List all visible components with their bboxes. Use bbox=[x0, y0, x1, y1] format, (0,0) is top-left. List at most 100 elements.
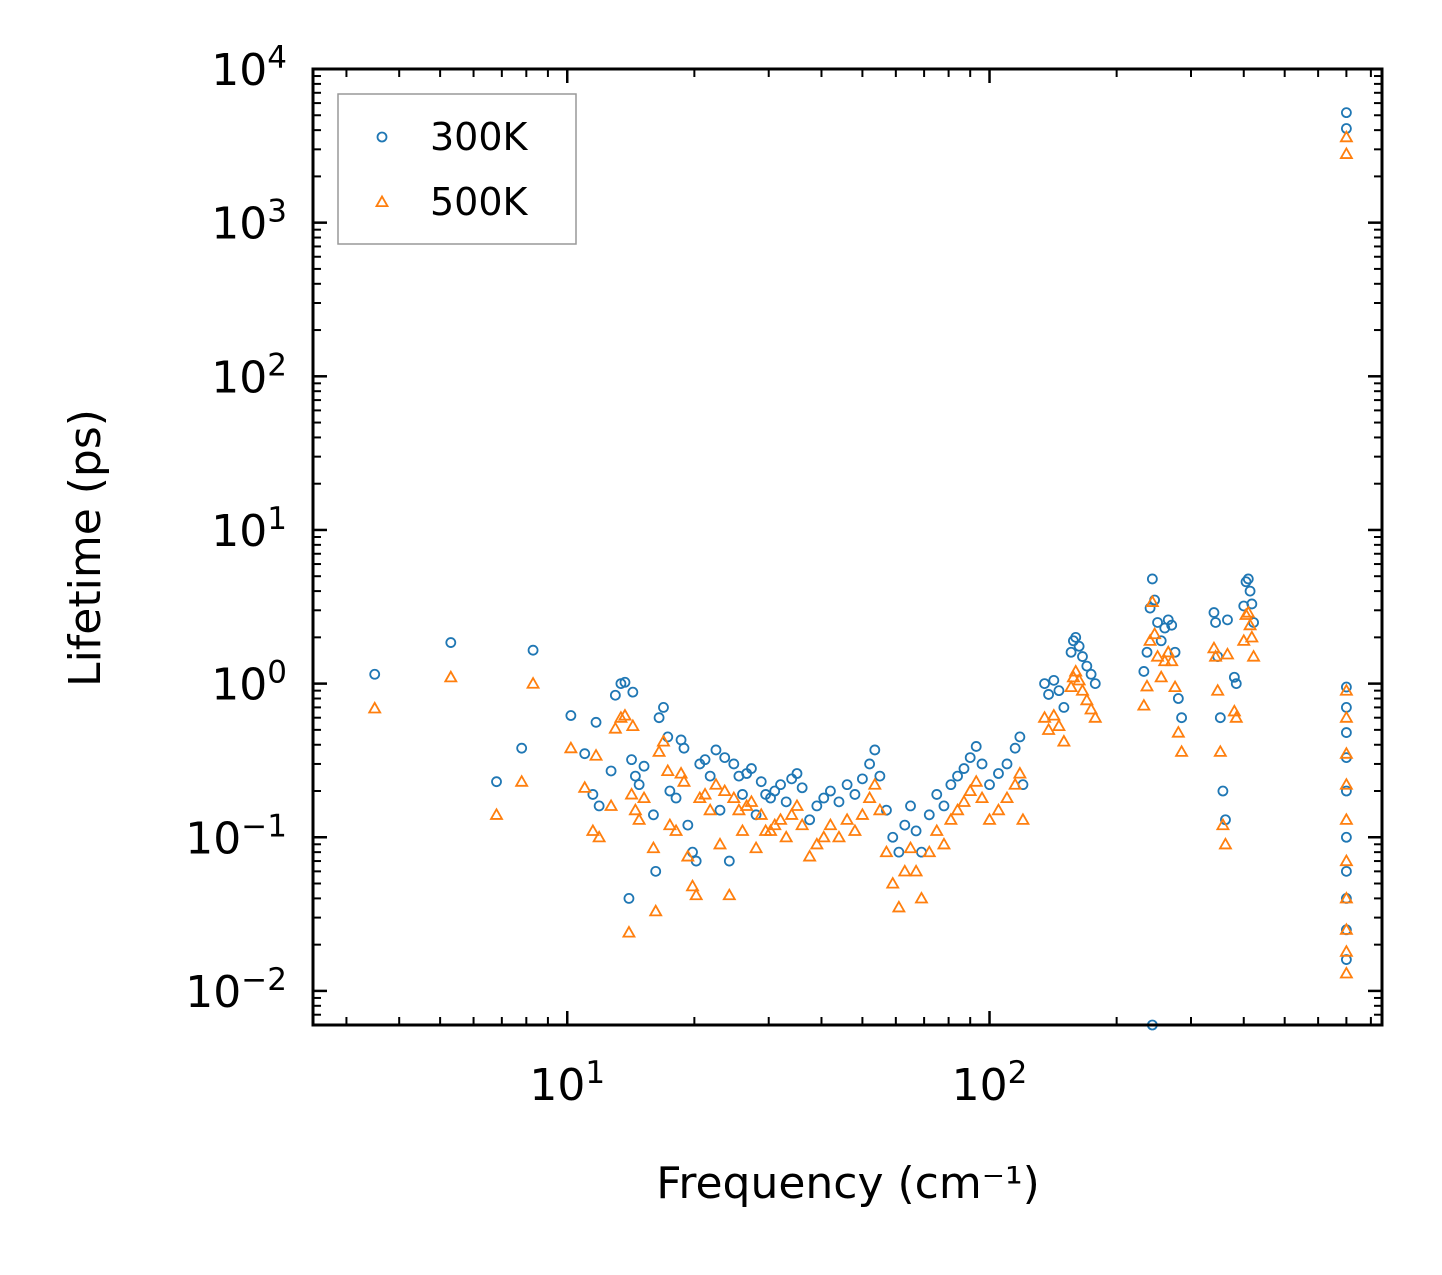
data-point bbox=[608, 721, 623, 734]
y-tick-label: 103 bbox=[211, 194, 287, 250]
data-point bbox=[1043, 689, 1054, 700]
data-point bbox=[1340, 107, 1352, 119]
data-point bbox=[1157, 653, 1172, 667]
data-point bbox=[775, 779, 786, 791]
data-point bbox=[891, 900, 906, 913]
data-point bbox=[1340, 865, 1352, 877]
data-point bbox=[1208, 649, 1223, 662]
data-point bbox=[1147, 626, 1162, 640]
data-point bbox=[648, 903, 663, 917]
data-point bbox=[619, 676, 631, 688]
data-point bbox=[682, 819, 694, 831]
data-point bbox=[719, 752, 731, 763]
data-point bbox=[879, 844, 894, 858]
data-point bbox=[1339, 812, 1354, 825]
data-point bbox=[795, 817, 810, 831]
data-point bbox=[749, 840, 764, 854]
data-point bbox=[704, 770, 716, 782]
data-point bbox=[1079, 692, 1094, 706]
data-point bbox=[628, 802, 643, 816]
data-point bbox=[613, 710, 628, 723]
data-point bbox=[1089, 678, 1101, 690]
data-point bbox=[931, 789, 943, 800]
y-tick-label: 10−2 bbox=[185, 962, 287, 1018]
data-point bbox=[1037, 710, 1052, 723]
data-point bbox=[974, 790, 990, 804]
data-point bbox=[367, 701, 382, 714]
data-point bbox=[678, 742, 690, 754]
data-point bbox=[617, 708, 633, 721]
data-point bbox=[899, 819, 911, 831]
data-point bbox=[577, 780, 592, 793]
data-point bbox=[660, 763, 675, 777]
data-point bbox=[872, 802, 887, 816]
data-point bbox=[1066, 669, 1081, 683]
data-point bbox=[1208, 607, 1220, 618]
data-point bbox=[726, 790, 741, 804]
legend-box bbox=[337, 93, 577, 245]
data-point bbox=[604, 798, 619, 811]
data-point bbox=[847, 823, 862, 836]
data-point bbox=[1012, 766, 1027, 779]
data-point bbox=[1041, 722, 1056, 735]
data-point bbox=[1145, 594, 1160, 607]
data-point bbox=[1046, 708, 1061, 721]
data-point bbox=[1056, 734, 1071, 747]
data-point bbox=[1088, 710, 1103, 723]
data-point bbox=[648, 809, 659, 821]
data-point bbox=[491, 776, 502, 788]
data-point bbox=[1081, 660, 1093, 672]
data-point bbox=[1339, 853, 1354, 867]
data-point bbox=[1068, 664, 1083, 677]
data-point bbox=[1339, 922, 1354, 935]
data-point bbox=[593, 800, 605, 812]
data-point bbox=[723, 855, 735, 867]
y-tick-label: 104 bbox=[211, 40, 287, 96]
data-point bbox=[1246, 649, 1261, 662]
data-point bbox=[1174, 744, 1189, 757]
legend-marker bbox=[374, 194, 390, 208]
data-point bbox=[816, 829, 831, 843]
data-point bbox=[869, 744, 881, 756]
data-point bbox=[943, 812, 958, 825]
data-point bbox=[1244, 630, 1259, 643]
data-point bbox=[699, 754, 711, 766]
data-point bbox=[369, 668, 381, 680]
data-point bbox=[1242, 573, 1254, 585]
data-point bbox=[712, 836, 728, 850]
data-point bbox=[1139, 679, 1155, 692]
data-point bbox=[1053, 685, 1065, 697]
data-point bbox=[849, 789, 861, 800]
data-point bbox=[590, 716, 602, 728]
data-point bbox=[1210, 617, 1221, 628]
data-point bbox=[735, 823, 750, 836]
data-point bbox=[811, 800, 823, 812]
data-point bbox=[1085, 668, 1097, 680]
data-point bbox=[1171, 725, 1186, 738]
data-point bbox=[746, 763, 757, 774]
data-point bbox=[976, 758, 988, 770]
tick-labels: 101 102 10−2 10−1 100 101 102 103 104 bbox=[185, 40, 1027, 1111]
data-point bbox=[653, 712, 665, 724]
data-point bbox=[625, 718, 640, 731]
data-point bbox=[857, 773, 868, 785]
data-point bbox=[1084, 702, 1099, 715]
data-point bbox=[1051, 718, 1066, 731]
data-point bbox=[818, 792, 830, 804]
x-axis-label: Frequency (cm⁻¹) bbox=[656, 1158, 1040, 1209]
data-point bbox=[587, 789, 599, 800]
data-point bbox=[737, 789, 748, 800]
data-point bbox=[592, 829, 607, 843]
data-point bbox=[673, 766, 689, 779]
data-point bbox=[656, 734, 671, 747]
series-500K bbox=[367, 129, 1354, 979]
data-point bbox=[1155, 635, 1167, 647]
data-point bbox=[680, 849, 695, 862]
data-point bbox=[754, 807, 769, 820]
data-point bbox=[885, 876, 900, 889]
data-point bbox=[1339, 966, 1354, 979]
data-point bbox=[903, 840, 918, 854]
plot-points bbox=[367, 107, 1354, 1031]
data-point bbox=[840, 812, 855, 825]
data-point bbox=[632, 812, 647, 825]
